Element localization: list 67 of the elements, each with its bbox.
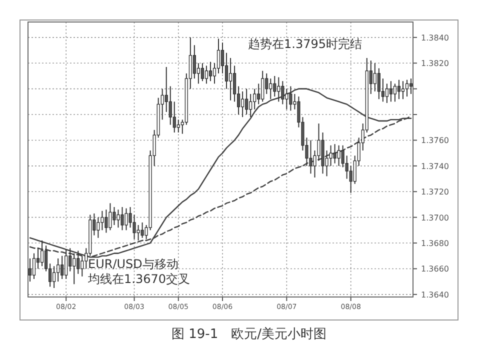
candlestick	[116, 209, 120, 228]
annotation: EUR/USD与移动均线在1.3670交叉	[87, 257, 190, 286]
candlestick	[120, 206, 124, 231]
candlestick	[253, 88, 256, 110]
candlestick	[397, 79, 401, 100]
candlestick	[208, 61, 212, 82]
y-tick-label: 1.3700	[421, 213, 449, 222]
candlestick	[68, 248, 72, 272]
candlestick	[281, 80, 284, 105]
candlestick	[80, 255, 84, 277]
candlestick	[401, 80, 405, 100]
y-tick-label: 1.3820	[421, 59, 449, 68]
candlestick	[285, 88, 288, 110]
candlestick	[192, 44, 196, 80]
candlestick	[289, 86, 292, 112]
candlestick	[385, 83, 388, 104]
candlestick	[52, 266, 56, 289]
candlestick	[124, 208, 128, 231]
candlestick	[337, 144, 340, 166]
caption: 图 19-1 欧元/美元小时图	[171, 326, 327, 342]
candlestick	[64, 248, 68, 280]
candlestick	[136, 224, 140, 241]
candlestick	[261, 70, 264, 102]
candlestick	[377, 68, 380, 100]
candlestick	[393, 83, 397, 102]
candlestick	[60, 255, 64, 280]
candlestick	[241, 90, 244, 118]
y-tick-label: 1.3660	[421, 264, 449, 274]
candlestick	[96, 216, 100, 238]
candlestick	[28, 258, 32, 282]
candlestick	[56, 258, 60, 282]
candlestick	[172, 101, 176, 134]
candlestick	[168, 86, 172, 126]
candlestick	[100, 210, 104, 231]
candlestick	[108, 202, 112, 231]
candlestick	[176, 119, 180, 134]
y-tick-label: 1.3680	[421, 239, 449, 248]
candlestick	[273, 75, 276, 98]
candlestick	[333, 144, 336, 164]
candlestick	[204, 65, 208, 84]
candlestick	[341, 144, 344, 168]
candlestick	[76, 250, 80, 274]
annotation: 趋势在1.3795时完结	[248, 37, 362, 51]
candlestick	[72, 252, 76, 285]
y-tick-label: 1.3740	[421, 162, 449, 171]
candlestick	[405, 79, 409, 98]
candlestick	[224, 52, 228, 90]
y-tick-label: 1.3840	[421, 33, 449, 42]
candlestick	[373, 62, 376, 92]
candlestick	[112, 206, 116, 226]
y-tick-label: 1.3720	[421, 188, 449, 197]
candlestick	[200, 62, 204, 82]
candlestick	[409, 78, 413, 94]
candlestick	[104, 209, 108, 234]
y-tick-label: 1.3760	[421, 136, 449, 146]
candlestick	[216, 38, 220, 74]
y-tick-label: 1.3640	[421, 290, 449, 300]
candlestick	[245, 88, 248, 116]
candlestick	[389, 80, 392, 102]
candlestick	[309, 140, 312, 174]
candlestick	[140, 222, 144, 238]
candlestick	[269, 78, 272, 100]
candlestick	[277, 76, 280, 102]
candlestick	[40, 240, 44, 267]
candlestick	[249, 93, 252, 118]
candlestick	[228, 57, 232, 101]
candlestick	[32, 252, 36, 280]
